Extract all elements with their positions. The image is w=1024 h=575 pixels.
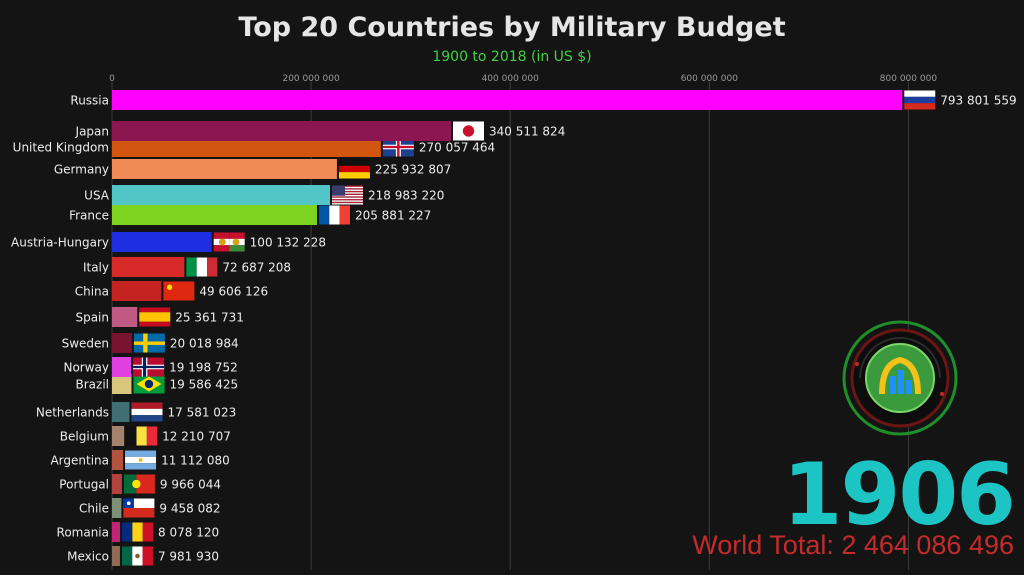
bar bbox=[112, 522, 121, 542]
value-label: 25 361 731 bbox=[175, 311, 244, 325]
value-label: 9 966 044 bbox=[160, 478, 221, 492]
value-label: 270 057 464 bbox=[419, 141, 495, 155]
category-label: USA bbox=[84, 189, 110, 203]
bar bbox=[112, 333, 132, 353]
bar bbox=[112, 205, 317, 225]
bar bbox=[112, 546, 120, 566]
usa-flag bbox=[332, 185, 364, 205]
category-label: Austria-Hungary bbox=[11, 236, 109, 250]
bar bbox=[112, 257, 185, 277]
category-label: Romania bbox=[57, 526, 109, 540]
bar bbox=[112, 281, 162, 301]
value-label: 218 983 220 bbox=[368, 189, 444, 203]
bar bbox=[112, 426, 125, 446]
value-label: 19 198 752 bbox=[169, 361, 238, 375]
category-label: Portugal bbox=[59, 478, 109, 492]
value-label: 340 511 824 bbox=[489, 125, 565, 139]
value-label: 793 801 559 bbox=[940, 94, 1016, 108]
bar bbox=[112, 374, 132, 394]
spain-flag bbox=[139, 307, 171, 327]
china-flag bbox=[163, 281, 195, 301]
value-label: 100 132 228 bbox=[250, 236, 326, 250]
world-total: World Total: 2 464 086 496 bbox=[692, 530, 1014, 560]
bar bbox=[112, 90, 903, 110]
bar bbox=[112, 498, 122, 518]
bar bbox=[112, 307, 138, 327]
tick-label: 400 000 000 bbox=[482, 74, 540, 84]
russia-flag bbox=[904, 90, 936, 110]
bar bbox=[112, 159, 337, 179]
value-label: 49 606 126 bbox=[199, 285, 268, 299]
tick-label: 200 000 000 bbox=[282, 74, 340, 84]
value-label: 9 458 082 bbox=[159, 502, 220, 516]
category-label: Spain bbox=[75, 311, 109, 325]
argentina-flag bbox=[125, 450, 157, 470]
category-label: China bbox=[75, 285, 109, 299]
value-label: 17 581 023 bbox=[168, 406, 237, 420]
sweden-flag bbox=[133, 333, 165, 353]
value-label: 72 687 208 bbox=[222, 261, 291, 275]
category-label: Norway bbox=[63, 361, 109, 375]
category-label: Netherlands bbox=[36, 406, 109, 420]
category-label: Mexico bbox=[67, 550, 109, 564]
value-label: 225 932 807 bbox=[375, 163, 451, 177]
bar bbox=[112, 121, 451, 141]
category-label: France bbox=[69, 209, 109, 223]
netherlands-flag bbox=[131, 402, 163, 422]
category-label: Russia bbox=[70, 94, 109, 108]
austria-hungary-flag bbox=[213, 232, 245, 252]
chile-flag bbox=[123, 498, 155, 518]
italy-flag bbox=[186, 257, 218, 277]
bar bbox=[112, 357, 132, 377]
chart-title: Top 20 Countries by Military Budget bbox=[238, 12, 786, 43]
brazil-flag bbox=[133, 374, 165, 394]
value-label: 8 078 120 bbox=[158, 526, 219, 540]
united-kingdom-flag bbox=[382, 137, 414, 157]
tick-label: 800 000 000 bbox=[880, 74, 938, 84]
portugal-flag bbox=[123, 474, 155, 494]
logo-icon bbox=[842, 320, 958, 436]
category-label: Chile bbox=[79, 502, 109, 516]
france-flag bbox=[318, 205, 350, 225]
chart-subtitle: 1900 to 2018 (in US $) bbox=[432, 49, 592, 65]
category-label: Germany bbox=[54, 163, 109, 177]
bar bbox=[112, 450, 124, 470]
tick-label: 600 000 000 bbox=[681, 74, 739, 84]
value-label: 205 881 227 bbox=[355, 209, 431, 223]
category-label: United Kingdom bbox=[13, 141, 109, 155]
value-label: 11 112 080 bbox=[161, 454, 230, 468]
tick-label: 0 bbox=[109, 74, 115, 84]
value-label: 7 981 930 bbox=[158, 550, 219, 564]
bar bbox=[112, 185, 331, 205]
bar bbox=[112, 232, 212, 252]
romania-flag bbox=[122, 522, 154, 542]
value-label: 20 018 984 bbox=[170, 337, 239, 351]
category-label: Belgium bbox=[60, 430, 109, 444]
bar bbox=[112, 474, 122, 494]
japan-flag bbox=[452, 121, 484, 141]
category-label: Japan bbox=[75, 125, 109, 139]
norway-flag bbox=[133, 357, 165, 377]
year-counter: 1906 bbox=[782, 445, 1016, 545]
category-label: Sweden bbox=[62, 337, 109, 351]
category-label: Brazil bbox=[76, 378, 110, 392]
value-label: 12 210 707 bbox=[162, 430, 231, 444]
mexico-flag bbox=[121, 546, 153, 566]
value-label: 19 586 425 bbox=[169, 378, 238, 392]
category-label: Argentina bbox=[50, 454, 109, 468]
category-label: Italy bbox=[83, 261, 109, 275]
germany-flag bbox=[338, 159, 370, 179]
bar bbox=[112, 137, 381, 157]
bar bbox=[112, 402, 130, 422]
belgium-flag bbox=[126, 426, 158, 446]
